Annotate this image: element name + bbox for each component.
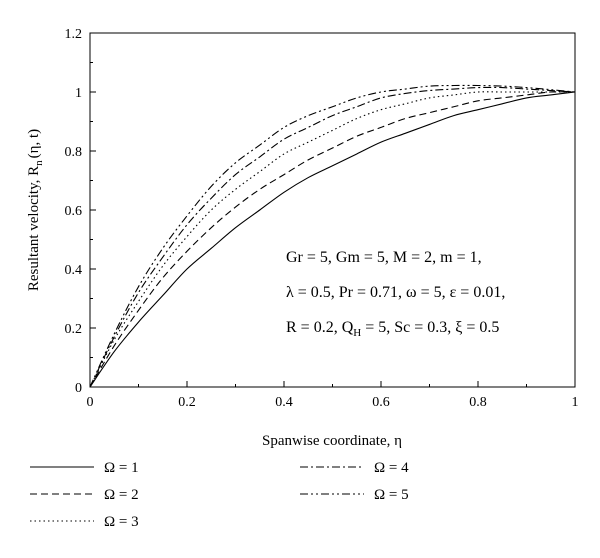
series-group [89, 84, 576, 388]
y-tick-label: 0.4 [65, 263, 83, 278]
annotation-line-3-b: = 5, Sc = 0.3, ξ = 0.5 [361, 319, 499, 336]
series-line-omega-4 [89, 86, 576, 388]
x-tick-label: 1 [572, 395, 579, 410]
series-line-omega-3 [89, 91, 575, 388]
y-axis-title-sub: n [33, 160, 45, 166]
x-tick-label: 0.2 [178, 395, 196, 410]
annotation-line-2: λ = 0.5, Pr = 0.71, ω = 5, ε = 0.01, [286, 284, 505, 301]
ticks: 0 0.2 0.4 0.6 0.8 1 0 0.2 0.4 0.6 0.8 1 1.2 [65, 27, 579, 410]
annotation-line-3-a: R = 0.2, Q [286, 319, 354, 336]
y-axis-title: Resultant velocity, Rn(η, t) [26, 129, 45, 291]
annotation-line-1: Gr = 5, Gm = 5, M = 2, m = 1, [286, 249, 482, 266]
x-tick-label: 0.4 [275, 395, 293, 410]
annotation-line-3-sub: H [353, 327, 361, 339]
y-axis-title-main: Resultant velocity, R [26, 166, 42, 291]
legend-label-omega-1: Ω = 1 [104, 460, 139, 476]
y-tick-label: 0 [75, 381, 82, 396]
y-axis-title-args: (η, t) [26, 129, 42, 159]
y-tick-label: 1 [75, 86, 82, 101]
x-tick-label: 0.6 [372, 395, 390, 410]
x-tick-label: 0 [87, 395, 94, 410]
y-tick-label: 0.8 [65, 145, 83, 160]
x-axis-title: Spanwise coordinate, η [262, 433, 402, 449]
legend-label-omega-3: Ω = 3 [104, 514, 139, 530]
y-tick-label: 0.6 [65, 204, 83, 219]
legend-label-omega-4: Ω = 4 [374, 460, 409, 476]
annotation-line-3: R = 0.2, QH = 5, Sc = 0.3, ξ = 0.5 [286, 319, 499, 339]
legend-label-omega-5: Ω = 5 [374, 487, 409, 503]
series-line-omega-5 [89, 84, 576, 388]
legend: Ω = 1 Ω = 2 Ω = 3 Ω = 4 Ω = 5 [30, 460, 409, 530]
series-line-omega-2 [89, 91, 576, 388]
legend-label-omega-2: Ω = 2 [104, 487, 139, 503]
y-tick-label: 1.2 [65, 27, 83, 42]
series-line-omega-1 [89, 91, 576, 388]
y-tick-label: 0.2 [65, 322, 83, 337]
x-tick-label: 0.8 [469, 395, 487, 410]
